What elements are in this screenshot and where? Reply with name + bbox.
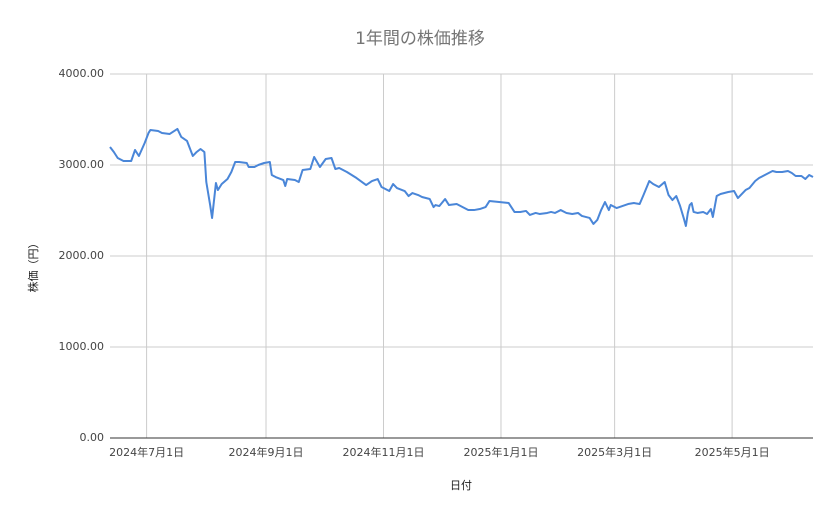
x-tick-label: 2024年11月1日 [342, 445, 424, 459]
y-tick-label: 3000.00 [59, 158, 105, 171]
data-line [109, 127, 814, 227]
x-tick-label: 2025年5月1日 [695, 445, 770, 459]
y-tick-label: 0.00 [80, 431, 105, 444]
x-tick-label: 2024年7月1日 [109, 445, 184, 459]
x-tick-label: 2025年3月1日 [577, 445, 652, 459]
y-tick-label: 4000.00 [59, 67, 105, 80]
y-tick-label: 1000.00 [59, 340, 105, 353]
y-axis-title: 株価（円） [26, 238, 40, 293]
x-tick-label: 2024年9月1日 [229, 445, 304, 459]
x-tick-label: 2025年1月1日 [463, 445, 538, 459]
x-axis-title: 日付 [450, 479, 472, 492]
chart-title: 1年間の株価推移 [355, 29, 485, 49]
y-tick-label: 2000.00 [59, 249, 105, 262]
